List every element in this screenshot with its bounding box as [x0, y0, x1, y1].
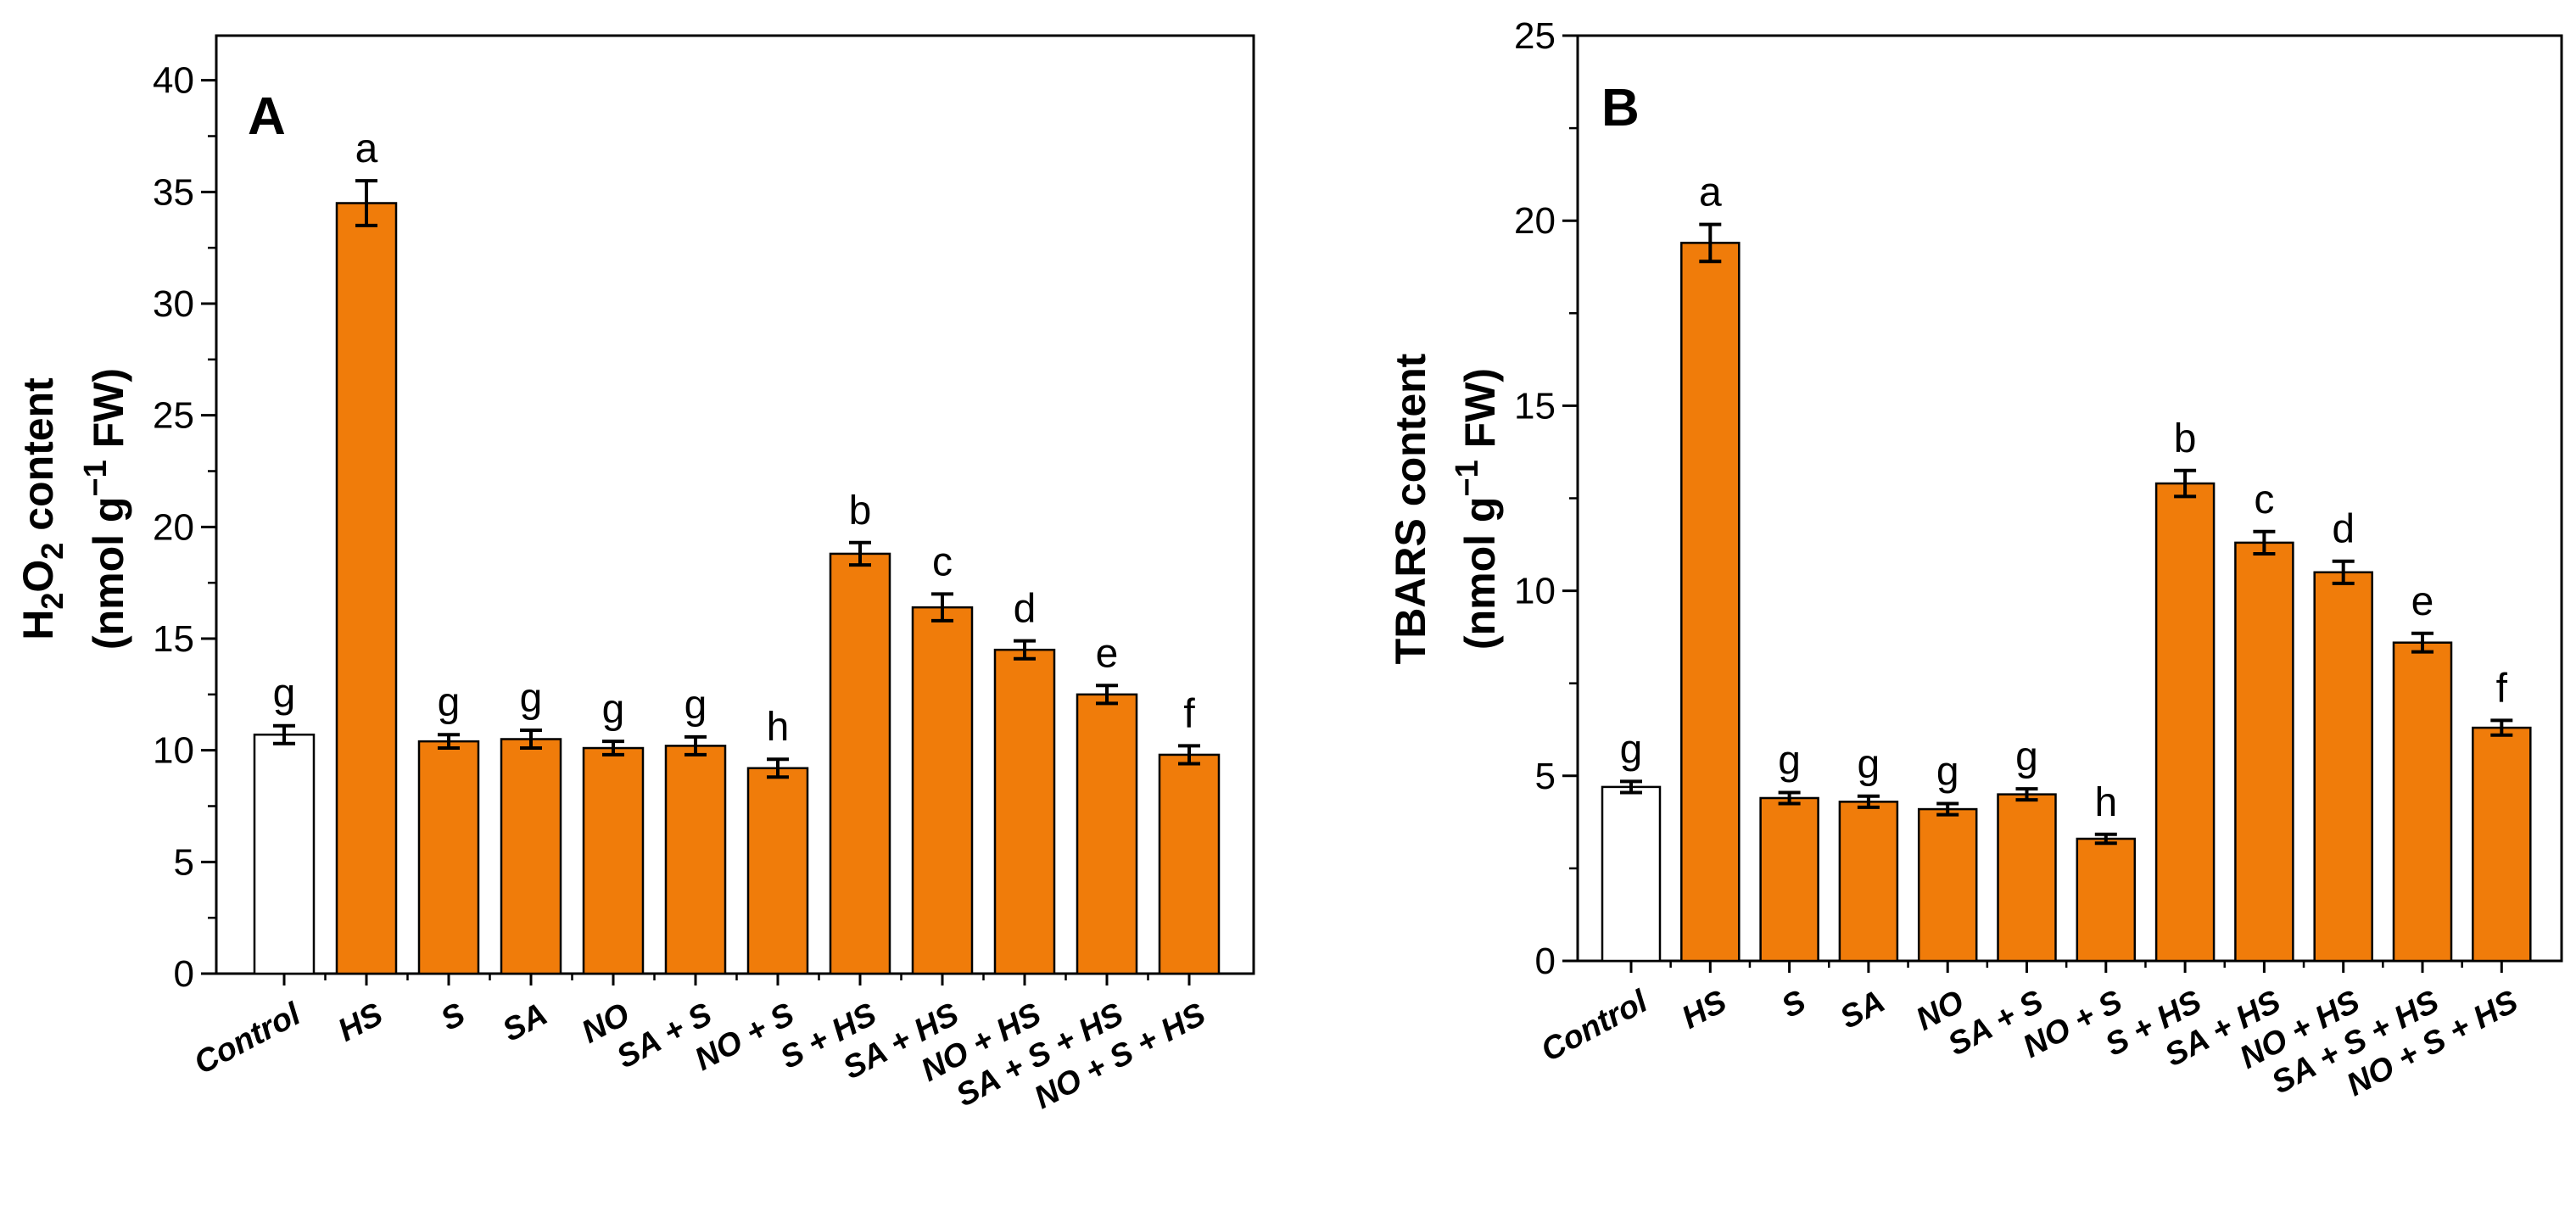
panel-a-significance-letter: c	[932, 539, 953, 584]
panel-b-chart: TBARS content (nmol g−1 FW) B 0 5 10 15 20 25…	[1387, 15, 2563, 1103]
panel-a-bar	[993, 648, 1056, 975]
panel-a-ytick-label: 10	[153, 730, 194, 772]
panel-a-bar	[829, 552, 891, 975]
panel-b-significance-letter: a	[1699, 170, 1722, 215]
panel-b-significance-letter: e	[2411, 579, 2434, 624]
panel-b-bar	[2472, 726, 2532, 963]
panel-a-bar	[911, 606, 974, 975]
panel-b-ytick-label: 10	[1514, 571, 1556, 612]
panel-b-significance-letter: b	[2174, 416, 2197, 461]
panel-a-ytick-label: 30	[153, 283, 194, 325]
panel-b-significance-letter: g	[1858, 742, 1880, 787]
panel-b-bar	[1997, 793, 2057, 963]
panel-b-significance-letter: g	[1936, 750, 1959, 795]
panel-b-bar	[1838, 801, 1899, 963]
panel-a-plot-frame	[215, 34, 1255, 975]
panel-a-bar	[746, 767, 809, 975]
panel-a-bar	[664, 745, 727, 975]
panel-a-significance-letter: g	[520, 676, 543, 721]
panel-b-ytick-label: 25	[1514, 15, 1556, 57]
panel-a-significance-letter: f	[1183, 691, 1195, 736]
panel-a-ytick-label: 15	[153, 618, 194, 660]
panel-a-bar	[500, 738, 562, 975]
panel-a-significance-letter: e	[1096, 631, 1119, 676]
panel-a-category-label: HS	[332, 997, 388, 1049]
panel-a-bar	[417, 740, 480, 975]
panel-b-category-label: SA	[1835, 984, 1891, 1036]
panel-a-significance-letter: d	[1014, 587, 1037, 632]
panel-a-bar	[1076, 693, 1138, 975]
panel-b-bar	[1917, 807, 1978, 963]
panel-b-category-label: Control	[1535, 983, 1654, 1069]
panel-a-bar	[335, 202, 398, 975]
panel-a-letter: A	[248, 87, 286, 146]
panel-a-significance-letter: g	[438, 680, 461, 725]
panel-b-bar	[1680, 242, 1741, 963]
panel-a-ytick-label: 20	[153, 506, 194, 548]
panel-a-ytick-label: 25	[153, 395, 194, 437]
panel-b-significance-letter: c	[2254, 477, 2274, 522]
panel-a-category-label: Control	[188, 996, 307, 1081]
panel-b-ytick-label: 0	[1535, 941, 1556, 982]
panel-b-significance-letter: g	[2015, 734, 2038, 779]
panel-a-significance-letter: h	[767, 705, 790, 750]
panel-b-category-label: HS	[1676, 984, 1732, 1036]
panel-b-ylabel-units: (nmol g−1 FW)	[1450, 368, 1504, 650]
panel-b-category-label: S	[1776, 984, 1812, 1025]
panel-a-significance-letter: a	[355, 126, 378, 171]
panel-a-category-label: S	[435, 997, 471, 1038]
panel-b-ytick-label: 20	[1514, 200, 1556, 242]
panel-b-ytick-label: 5	[1535, 756, 1556, 797]
panel-a-ytick-label: 40	[153, 60, 194, 102]
panel-b-significance-letter: h	[2094, 780, 2117, 825]
panel-b-letter: B	[1601, 79, 1640, 137]
panel-b-bar	[1759, 796, 1819, 963]
panel-a-category-label: SA	[497, 997, 553, 1049]
panel-a-ytick-label: 0	[174, 953, 194, 995]
panel-a-bar	[253, 733, 316, 975]
panel-b-bar	[2154, 482, 2216, 963]
panel-b-bar	[2234, 541, 2294, 963]
panel-a-ytick-label: 35	[153, 171, 194, 213]
panel-a-ylabel-units: (nmol g−1 FW)	[78, 368, 132, 650]
panel-b-significance-letter: d	[2332, 507, 2355, 552]
panel-b-bar	[2076, 837, 2137, 963]
panel-b-bar	[2392, 641, 2453, 963]
panel-a-significance-letter: b	[849, 489, 872, 533]
panel-a-ylabel: H2O2 content	[14, 377, 70, 640]
panel-b-bar	[2313, 571, 2373, 963]
panel-a-significance-letter: g	[273, 672, 296, 717]
panel-a-bar	[582, 746, 645, 975]
panel-b-ytick-label: 15	[1514, 385, 1556, 427]
panel-b-significance-letter: g	[1778, 738, 1801, 783]
panel-a-chart: H2O2 content (nmol g−1 FW) A 0 5 10 15 20 25 3…	[14, 34, 1255, 1116]
panel-a-bar	[1158, 753, 1221, 975]
panel-a-significance-letter: g	[685, 683, 707, 728]
panel-b-ylabel: TBARS content	[1387, 353, 1434, 664]
panel-a-significance-letter: g	[602, 687, 625, 732]
panel-b-bar	[1601, 785, 1662, 963]
panel-b-significance-letter: g	[1620, 727, 1643, 772]
panel-a-ytick-label: 5	[174, 841, 194, 883]
panel-b-significance-letter: f	[2496, 666, 2508, 711]
